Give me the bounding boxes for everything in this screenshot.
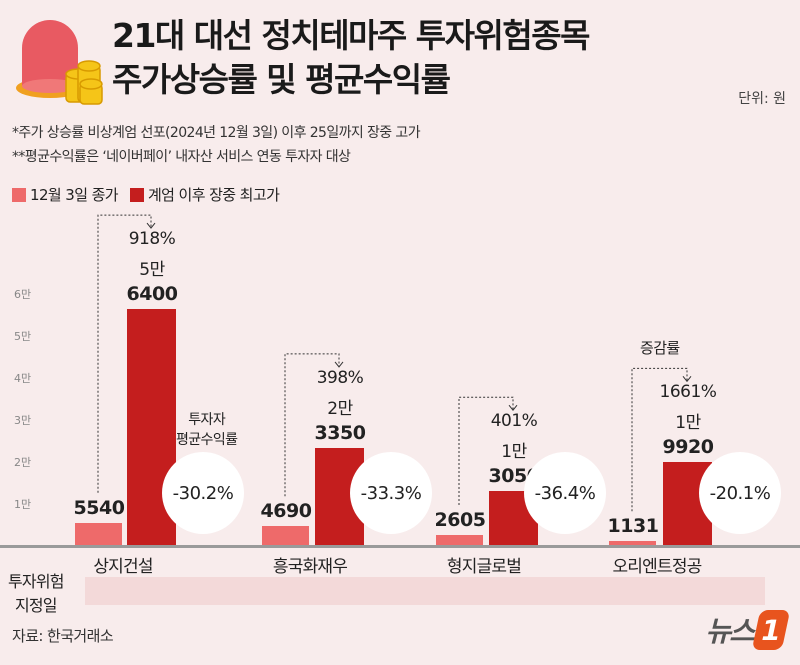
value-label-high: 2만	[327, 398, 353, 419]
change-pct-label: 401%	[490, 411, 538, 432]
y-tick-label: 1만	[14, 498, 32, 511]
news1-logo: 뉴스 1	[705, 610, 791, 650]
arrow-head-icon	[508, 404, 518, 411]
arrow-head-icon	[146, 222, 156, 229]
y-tick-label: 3만	[14, 414, 32, 427]
company-name: 흥국화재우	[272, 557, 348, 577]
connector-line	[284, 353, 340, 497]
title-line-2: 주가상승률 및 평균수익률	[112, 60, 451, 99]
row-label-line2: 지정일	[14, 596, 58, 615]
connector-line	[458, 396, 514, 506]
avg-return-circle: -30.2%	[162, 452, 244, 534]
bar-close	[436, 535, 483, 546]
value-label-close: 5540	[73, 496, 125, 519]
change-pct-label: 918%	[128, 229, 176, 250]
avg-return-label-line2: 평균수익률	[176, 432, 238, 448]
source-note: 자료: 한국거래소	[12, 627, 114, 645]
legend-label-close: 12월 3일 종가	[30, 186, 119, 204]
siren-coins-icon	[16, 20, 103, 105]
bar-close	[609, 541, 656, 546]
arrow-head-icon	[682, 376, 692, 383]
value-label-close: 1131	[607, 515, 659, 538]
change-pct-label: 1661%	[659, 382, 717, 403]
avg-return-circle: -20.1%	[699, 452, 781, 534]
legend-swatch-high	[129, 187, 144, 202]
avg-return-circle: -36.4%	[524, 452, 606, 534]
title-line-1: 21대 대선 정치테마주 투자위험종목	[112, 16, 590, 55]
company-name: 형지글로벌	[446, 557, 522, 577]
legend: 12월 3일 종가 계엄 이후 장중 최고가	[12, 184, 280, 205]
value-label-close: 2605	[434, 509, 486, 532]
y-tick-label: 6만	[14, 288, 32, 301]
designation-date-band	[85, 577, 765, 605]
change-label: 증감률	[640, 339, 680, 357]
value-label-high: 5만	[139, 260, 165, 281]
value-label-high: 1만	[501, 442, 527, 463]
note-1: *주가 상승률 비상계엄 선포(2024년 12월 3일) 이후 25일까지 장…	[12, 125, 421, 141]
arrow-head-icon	[334, 361, 344, 368]
legend-label-high: 계엄 이후 장중 최고가	[147, 186, 280, 204]
y-tick-label: 5만	[14, 330, 32, 343]
value-label-high: 9920	[662, 436, 714, 459]
note-2: **평균수익률은 ‘네이버페이’ 내자산 서비스 연동 투자자 대상	[12, 149, 351, 165]
avg-return-circle: -33.3%	[350, 452, 432, 534]
avg-return-label-line1: 투자자	[188, 412, 226, 428]
value-label-high: 1만	[675, 413, 701, 434]
bar-close	[262, 526, 309, 546]
logo-mark: 1	[751, 610, 791, 650]
company-name: 오리엔트정공	[612, 557, 702, 577]
bar-close	[75, 522, 122, 546]
value-label-close: 4690	[260, 500, 312, 523]
y-tick-label: 2만	[14, 456, 32, 469]
logo-text: 뉴스	[705, 615, 755, 648]
unit-label: 단위: 원	[738, 91, 786, 107]
row-label-line1: 투자위험	[8, 572, 64, 591]
value-label-high: 3350	[314, 421, 366, 444]
avg-return-label: 투자자 평균수익률	[176, 410, 238, 450]
page-title: 21대 대선 정치테마주 투자위험종목 주가상승률 및 평균수익률	[112, 14, 590, 102]
legend-swatch-close	[12, 187, 26, 202]
connector-line	[97, 214, 152, 493]
company-name: 상지건설	[93, 557, 153, 577]
designation-row-label: 투자위험 지정일	[8, 570, 64, 618]
y-tick-label: 4만	[14, 372, 32, 385]
change-pct-label: 398%	[316, 367, 364, 388]
x-axis-baseline	[0, 545, 800, 548]
value-label-high: 6400	[126, 283, 178, 306]
